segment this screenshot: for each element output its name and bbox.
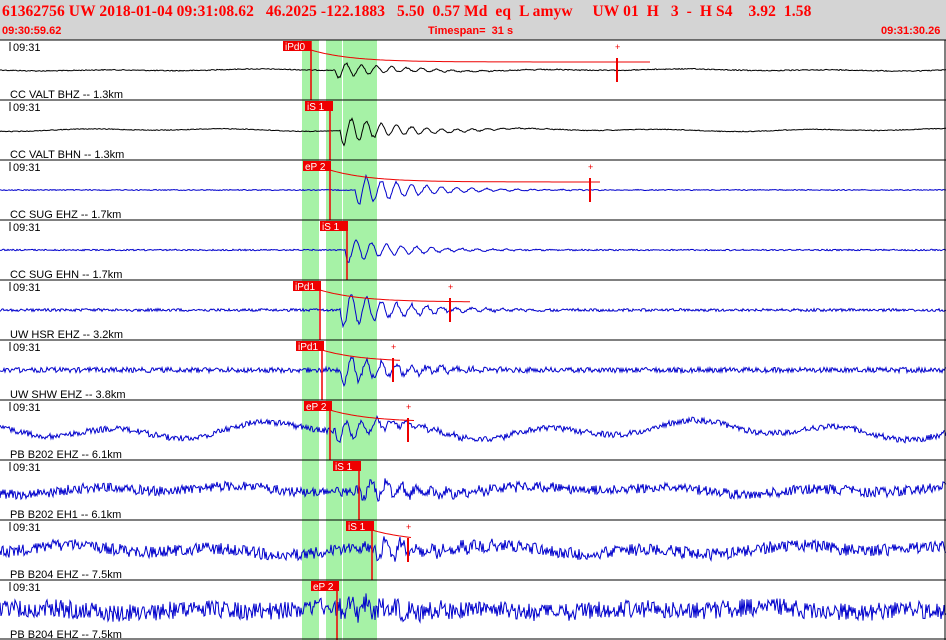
waveform-trace[interactable] xyxy=(0,62,946,79)
station-label: UW HSR EHZ -- 3.2km xyxy=(10,329,123,341)
coda-caret: + xyxy=(588,162,593,172)
station-label: CC SUG EHZ -- 1.7km xyxy=(10,209,121,221)
time-label: 09:31 xyxy=(13,162,41,174)
coda-decay-curve xyxy=(319,289,470,303)
time-label: 09:31 xyxy=(13,522,41,534)
coda-caret: + xyxy=(448,282,453,292)
waveform-trace[interactable] xyxy=(0,593,946,624)
phase-pick-label[interactable]: iPd1 xyxy=(295,282,315,293)
phase-pick-label[interactable]: iS 1 xyxy=(322,222,340,233)
station-label: CC VALT BHN -- 1.3km xyxy=(10,149,124,161)
phase-pick-label[interactable]: iS 1 xyxy=(307,102,325,113)
waveform-trace[interactable] xyxy=(0,356,946,387)
coda-caret: + xyxy=(406,522,411,532)
event-title: 61362756 UW 2018-01-04 09:31:08.62 46.20… xyxy=(2,3,812,20)
station-label: UW SHW EHZ -- 3.8km xyxy=(10,389,126,401)
coda-caret: + xyxy=(406,402,411,412)
time-label: 09:31 xyxy=(13,462,41,474)
waveform-trace[interactable] xyxy=(0,294,946,329)
phase-pick-label[interactable]: eP 2 xyxy=(305,162,326,173)
phase-pick-marker[interactable] xyxy=(311,581,339,591)
coda-decay-curve xyxy=(371,529,412,538)
event-header: 61362756 UW 2018-01-04 09:31:08.62 46.20… xyxy=(0,0,946,40)
phase-pick-label[interactable]: iS 1 xyxy=(335,462,353,473)
time-label: 09:31 xyxy=(13,282,41,294)
phase-pick-marker[interactable] xyxy=(296,341,324,351)
phase-pick-label[interactable]: iPd0 xyxy=(285,42,305,53)
time-label: 09:31 xyxy=(13,582,41,594)
station-label: CC VALT BHZ -- 1.3km xyxy=(10,89,123,101)
time-label: 09:31 xyxy=(13,222,41,234)
phase-pick-marker[interactable] xyxy=(305,101,333,111)
time-label: 09:31 xyxy=(13,102,41,114)
station-label: CC SUG EHN -- 1.7km xyxy=(10,269,122,281)
waveform-trace[interactable] xyxy=(0,117,946,147)
waveform-trace[interactable] xyxy=(0,173,946,205)
time-label: 09:31 xyxy=(13,42,41,54)
coda-caret: + xyxy=(615,42,620,52)
waveform-trace[interactable] xyxy=(0,239,946,263)
end-time: 09:31:30.26 xyxy=(881,25,941,37)
coda-decay-curve xyxy=(329,169,600,183)
coda-caret: + xyxy=(391,342,396,352)
station-label: PB B204 EHZ -- 7.5km xyxy=(10,629,122,640)
start-time: 09:30:59.62 xyxy=(2,25,62,37)
time-label: 09:31 xyxy=(13,402,41,414)
waveform-trace[interactable] xyxy=(0,415,946,444)
phase-pick-marker[interactable] xyxy=(320,221,348,231)
coda-decay-curve xyxy=(310,49,650,63)
waveform-trace[interactable] xyxy=(0,536,946,563)
phase-pick-marker[interactable] xyxy=(304,401,332,411)
waveform-trace[interactable] xyxy=(0,478,946,502)
phase-pick-label[interactable]: eP 2 xyxy=(306,402,327,413)
phase-pick-marker[interactable] xyxy=(346,521,374,531)
phase-pick-label[interactable]: iPd1 xyxy=(298,342,318,353)
phase-pick-label[interactable]: iS 1 xyxy=(348,522,366,533)
station-label: PB B202 EH1 -- 6.1km xyxy=(10,509,121,521)
timespan-label: Timespan= 31 s xyxy=(428,25,514,37)
coda-decay-curve xyxy=(329,409,415,421)
phase-pick-marker[interactable] xyxy=(283,41,311,51)
phase-pick-marker[interactable] xyxy=(293,281,321,291)
phase-pick-marker[interactable] xyxy=(333,461,361,471)
time-label: 09:31 xyxy=(13,342,41,354)
coda-decay-curve xyxy=(321,349,401,361)
phase-pick-label[interactable]: eP 2 xyxy=(313,582,334,593)
phase-pick-marker[interactable] xyxy=(303,161,331,171)
station-label: PB B204 EHZ -- 7.5km xyxy=(10,569,122,581)
station-label: PB B202 EHZ -- 6.1km xyxy=(10,449,122,461)
